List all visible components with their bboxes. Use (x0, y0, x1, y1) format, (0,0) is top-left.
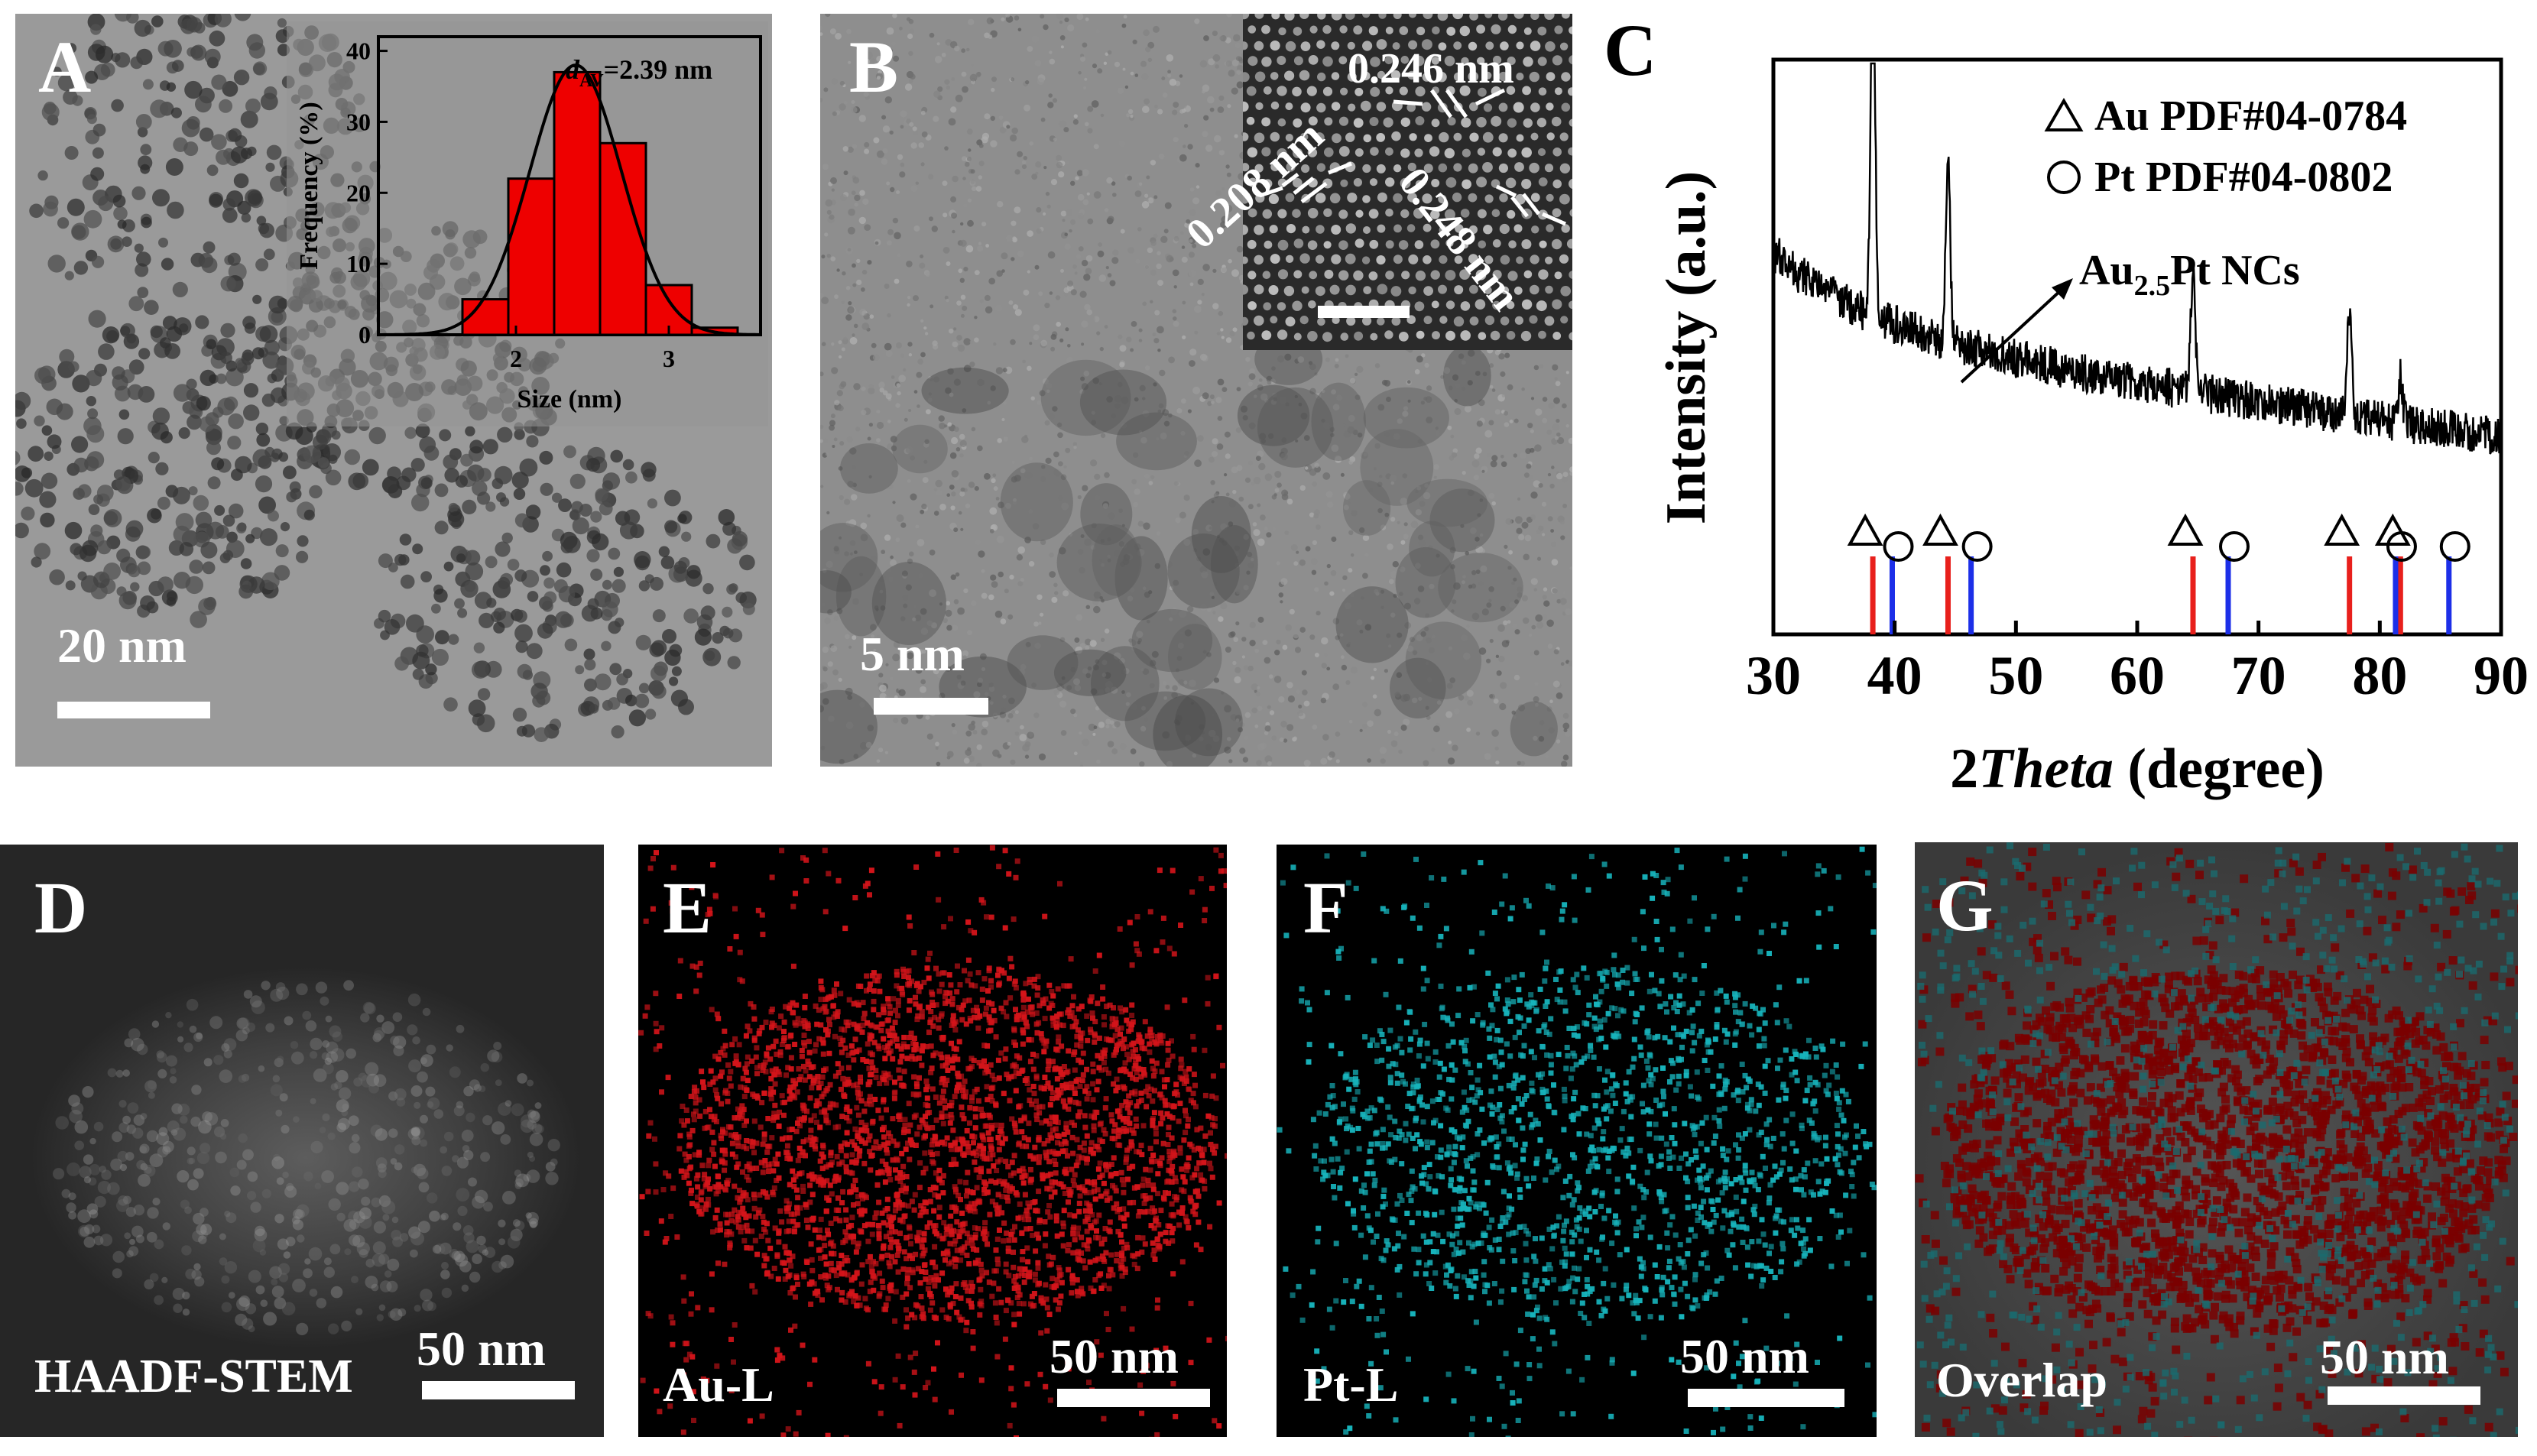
scale-bar-e (1057, 1389, 1210, 1407)
au-peak-triangle-icon-3 (2324, 513, 2360, 546)
legend-pt: Pt PDF#04-0802 (2094, 154, 2393, 201)
scale-bar-label-d: 50 nm (417, 1321, 546, 1376)
histogram-ytick-1: 10 (346, 250, 371, 277)
inset-scale-bar-b (1318, 306, 1410, 318)
histogram-bar-1 (507, 177, 556, 336)
xrd-xtick-0: 30 (1746, 645, 1801, 706)
scale-bar-b (874, 698, 988, 715)
panel-f-pt-map: F Pt-L 50 nm (1277, 845, 1877, 1437)
pt-peak-circle-icon-4 (2439, 531, 2470, 562)
scale-bar-label-e: 50 nm (1050, 1329, 1179, 1383)
au-peak-triangle-icon-1 (1922, 513, 1958, 546)
pt-peak-circle-icon-2 (2219, 531, 2250, 562)
histogram-bar-2 (553, 70, 602, 336)
xrd-xtick-4: 70 (2231, 645, 2286, 706)
scale-bar-label-b: 5 nm (860, 627, 965, 681)
panel-g-overlap: G Overlap 50 nm (1915, 842, 2518, 1437)
arrowhead-icon (2052, 278, 2073, 300)
scale-bar-g (2328, 1386, 2480, 1405)
histogram-ytick-0: 0 (358, 321, 371, 349)
haadf-stem-image (0, 845, 604, 1437)
panel-c-xrd-chart: 30 40 50 60 70 80 90 Intensity (a.u.) 2Theta (… (1590, 0, 2537, 803)
legend-au: Au PDF#04-0784 (2094, 92, 2407, 140)
channel-label-g: Overlap (1936, 1353, 2107, 1407)
lattice-image (1243, 14, 1572, 342)
panel-d-haadf: D HAADF-STEM 50 nm (0, 845, 604, 1437)
scale-bar-label-f: 50 nm (1680, 1329, 1809, 1383)
scale-bar-f (1688, 1389, 1844, 1407)
mean-size-annotation: dAV=2.39 nm (566, 54, 712, 91)
panel-a-tem-image: A 20 nm 0 10 20 30 40 2 3 Frequency (%) Size … (15, 14, 772, 767)
xrd-pattern-line (1772, 62, 2503, 455)
pt-peak-circle-icon-3 (2386, 531, 2417, 562)
panel-b-hrtem-image: B 5 nm 0.246 nm 0.208 nm 0.248 nm (820, 14, 1572, 767)
xrd-xtick-1: 40 (1867, 645, 1922, 706)
xrd-xtick-2: 50 (1988, 645, 2043, 706)
legend-triangle-icon (2044, 98, 2084, 131)
histogram-xtick-1: 3 (663, 345, 675, 372)
channel-label-d: HAADF-STEM (34, 1351, 353, 1402)
xrd-ylabel: Intensity (a.u.) (1655, 171, 1718, 525)
histogram-ylabel: Frequency (%) (295, 102, 323, 269)
gaussian-fit-curve (378, 63, 761, 336)
xrd-xtick-6: 90 (2474, 645, 2529, 706)
overlap-map (1915, 842, 2518, 1437)
scale-bar-label-a: 20 nm (57, 618, 187, 673)
histogram-ytick-4: 40 (346, 37, 371, 65)
histogram-ytick-3: 30 (346, 108, 371, 135)
panel-letter-c: C (1604, 9, 1657, 91)
scale-bar-d (422, 1381, 575, 1399)
histogram-xlabel: Size (nm) (517, 385, 622, 413)
size-distribution-inset: 0 10 20 30 40 2 3 Frequency (%) Size (nm) dAV… (287, 21, 768, 426)
histogram-xtick-0: 2 (510, 345, 522, 372)
au-peak-triangle-icon-4 (2374, 513, 2411, 546)
legend-circle-icon (2047, 161, 2081, 194)
xrd-xtick-5: 80 (2352, 645, 2407, 706)
au-peak-triangle-icon-0 (1847, 513, 1883, 546)
scale-bar-label-g: 50 nm (2320, 1330, 2449, 1384)
sample-annotation: Au2.5Pt NCs (2079, 247, 2300, 302)
channel-label-e: Au-L (663, 1357, 774, 1412)
xrd-xlabel: 2Theta (degree) (1950, 738, 2325, 800)
xrd-xtick-3: 60 (2110, 645, 2165, 706)
pt-peak-circle-icon-0 (1883, 531, 1914, 562)
au-peak-triangle-icon-2 (2167, 513, 2204, 546)
panel-letter-f: F (1303, 867, 1348, 949)
lattice-fringe-inset (1243, 14, 1572, 350)
histogram-ytick-2: 20 (346, 179, 371, 206)
au-elemental-map (638, 845, 1227, 1437)
channel-label-f: Pt-L (1303, 1357, 1399, 1412)
panel-letter-e: E (663, 867, 712, 949)
pt-peak-circle-icon-1 (1961, 531, 1993, 562)
panel-letter-a: A (38, 26, 92, 108)
panel-letter-d: D (34, 867, 88, 949)
annotation-arrow (1960, 287, 2064, 384)
xrd-plot-frame (1771, 57, 2503, 637)
xrd-pattern-chart: 30 40 50 60 70 80 90 Intensity (a.u.) 2Theta (… (1655, 57, 2529, 800)
histogram-chart: 0 10 20 30 40 2 3 Frequency (%) Size (nm) dAV… (295, 35, 762, 413)
scale-bar-a (57, 702, 210, 718)
pt-elemental-map (1277, 846, 1877, 1437)
panel-letter-b: B (849, 26, 899, 108)
panel-letter-g: G (1936, 864, 1994, 946)
panel-e-au-map: E Au-L 50 nm (638, 845, 1227, 1437)
